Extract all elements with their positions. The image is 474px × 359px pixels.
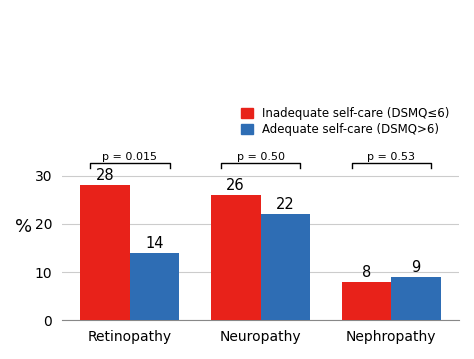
Text: p = 0.50: p = 0.50 bbox=[237, 152, 284, 162]
Text: 8: 8 bbox=[362, 265, 371, 280]
Bar bbox=[130, 253, 180, 320]
Y-axis label: %: % bbox=[15, 218, 32, 236]
Bar bbox=[211, 195, 261, 320]
Text: 28: 28 bbox=[96, 168, 114, 183]
Text: p = 0.015: p = 0.015 bbox=[102, 152, 157, 162]
Legend: Inadequate self-care (DSMQ≤6), Adequate self-care (DSMQ>6): Inadequate self-care (DSMQ≤6), Adequate … bbox=[237, 103, 453, 139]
Bar bbox=[80, 185, 130, 320]
Text: p = 0.53: p = 0.53 bbox=[367, 152, 415, 162]
Text: 26: 26 bbox=[227, 178, 245, 193]
Bar bbox=[261, 214, 310, 320]
Bar bbox=[391, 277, 441, 320]
Text: 22: 22 bbox=[276, 197, 295, 212]
Text: 9: 9 bbox=[411, 260, 421, 275]
Text: 14: 14 bbox=[146, 236, 164, 251]
Bar bbox=[342, 282, 391, 320]
